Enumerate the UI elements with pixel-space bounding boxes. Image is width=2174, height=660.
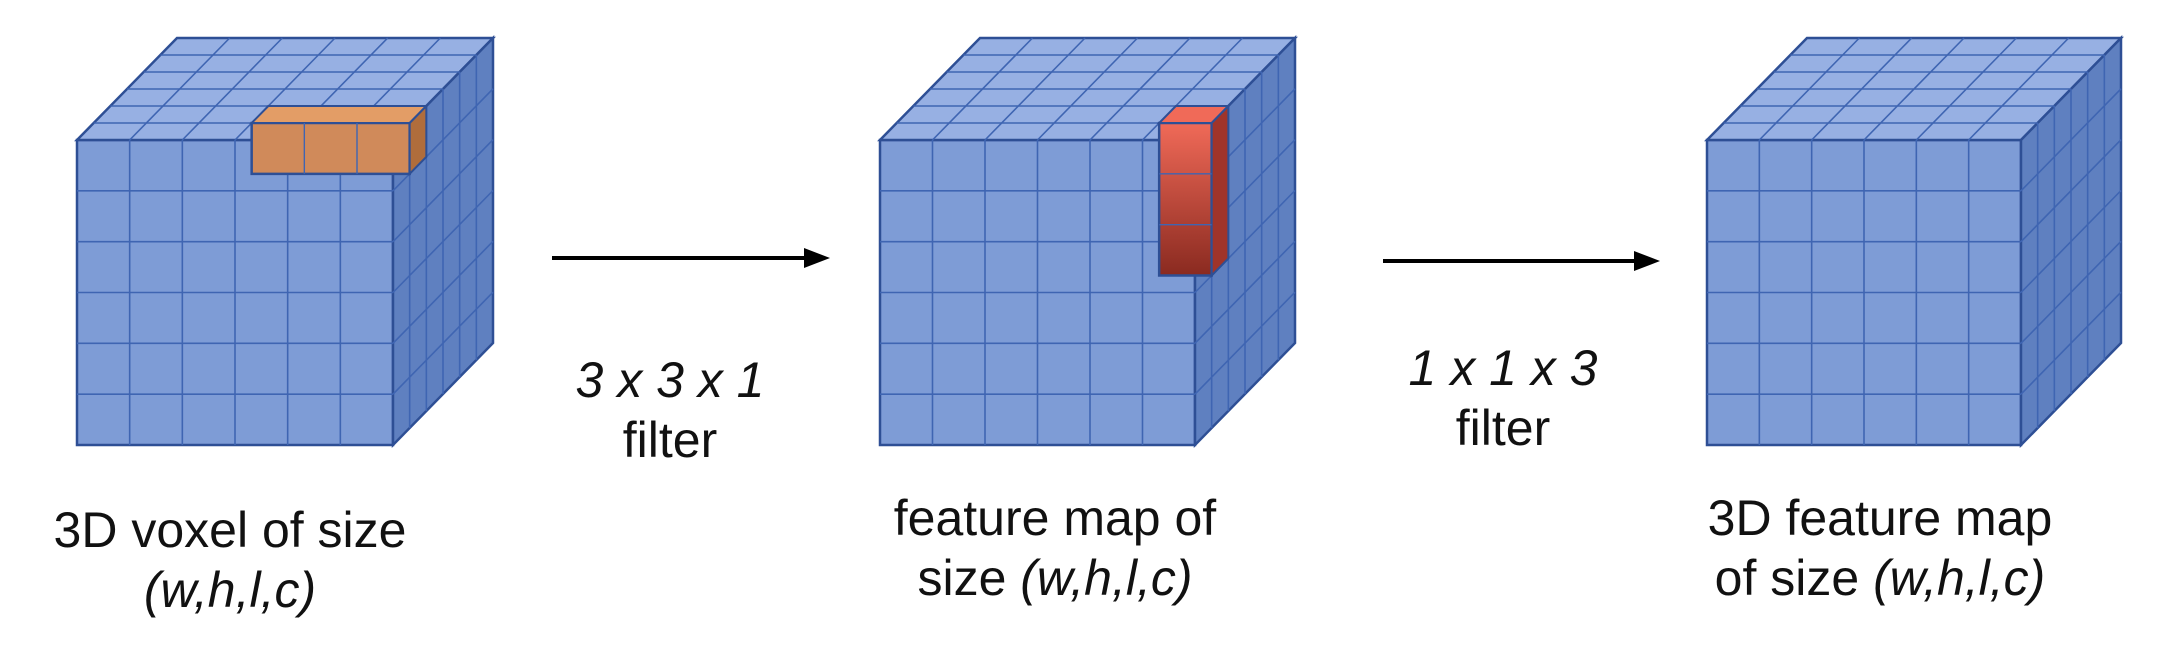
right-arrow-icon [552,248,830,268]
output-feature-map-caption-line1: 3D feature map [1707,490,2053,546]
grid-line [2020,291,2122,395]
feature-map-caption-prefix: size [917,550,1021,606]
feature-map-caption: feature map of size (w,h,l,c) [840,488,1270,608]
arrows-layer [552,248,1660,271]
red-filter-column [1156,103,1231,278]
red-filter-column-side [1210,103,1230,278]
arrow-2-filter-size: 1 x 1 x 3 [1408,340,1598,396]
orange-filter-block-front [250,121,411,176]
grid-line [1194,291,1296,395]
feature-map-caption-line1: feature map of [893,490,1217,546]
orange-filter-block [249,103,429,177]
arrow-1-filter-word: filter [622,412,718,468]
grid-line [392,291,494,395]
feature-map-dims: (w,h,l,c) [1020,550,1193,606]
orange-filter-block-side [408,103,428,177]
output-feature-map-dims: (w,h,l,c) [1873,550,2046,606]
arrow-2-label: 1 x 1 x 3 filter [1393,338,1613,458]
input-voxel-dims: (w,h,l,c) [143,562,317,618]
arrow-1-label: 3 x 3 x 1 filter [560,350,780,470]
voxel-cube-icon [74,34,496,449]
arrow-1-filter-size: 3 x 3 x 1 [575,352,765,408]
output-feature-map-caption: 3D feature map of size (w,h,l,c) [1665,488,2095,608]
output-cube-icon [1704,34,2124,449]
input-voxel-caption: 3D voxel of size (w,h,l,c) [20,500,440,620]
output-feature-map-caption-prefix: of size [1714,550,1874,606]
arrow-2-filter-word: filter [1455,400,1551,456]
right-arrow-icon-head [1634,251,1660,271]
red-filter-column-front [1157,121,1213,277]
input-voxel-caption-line1: 3D voxel of size [53,502,407,558]
right-arrow-icon-head [804,248,830,268]
right-arrow-icon [1383,251,1660,271]
orange-filter-block-top [249,105,429,124]
feature-map-cube-icon [877,34,1298,449]
